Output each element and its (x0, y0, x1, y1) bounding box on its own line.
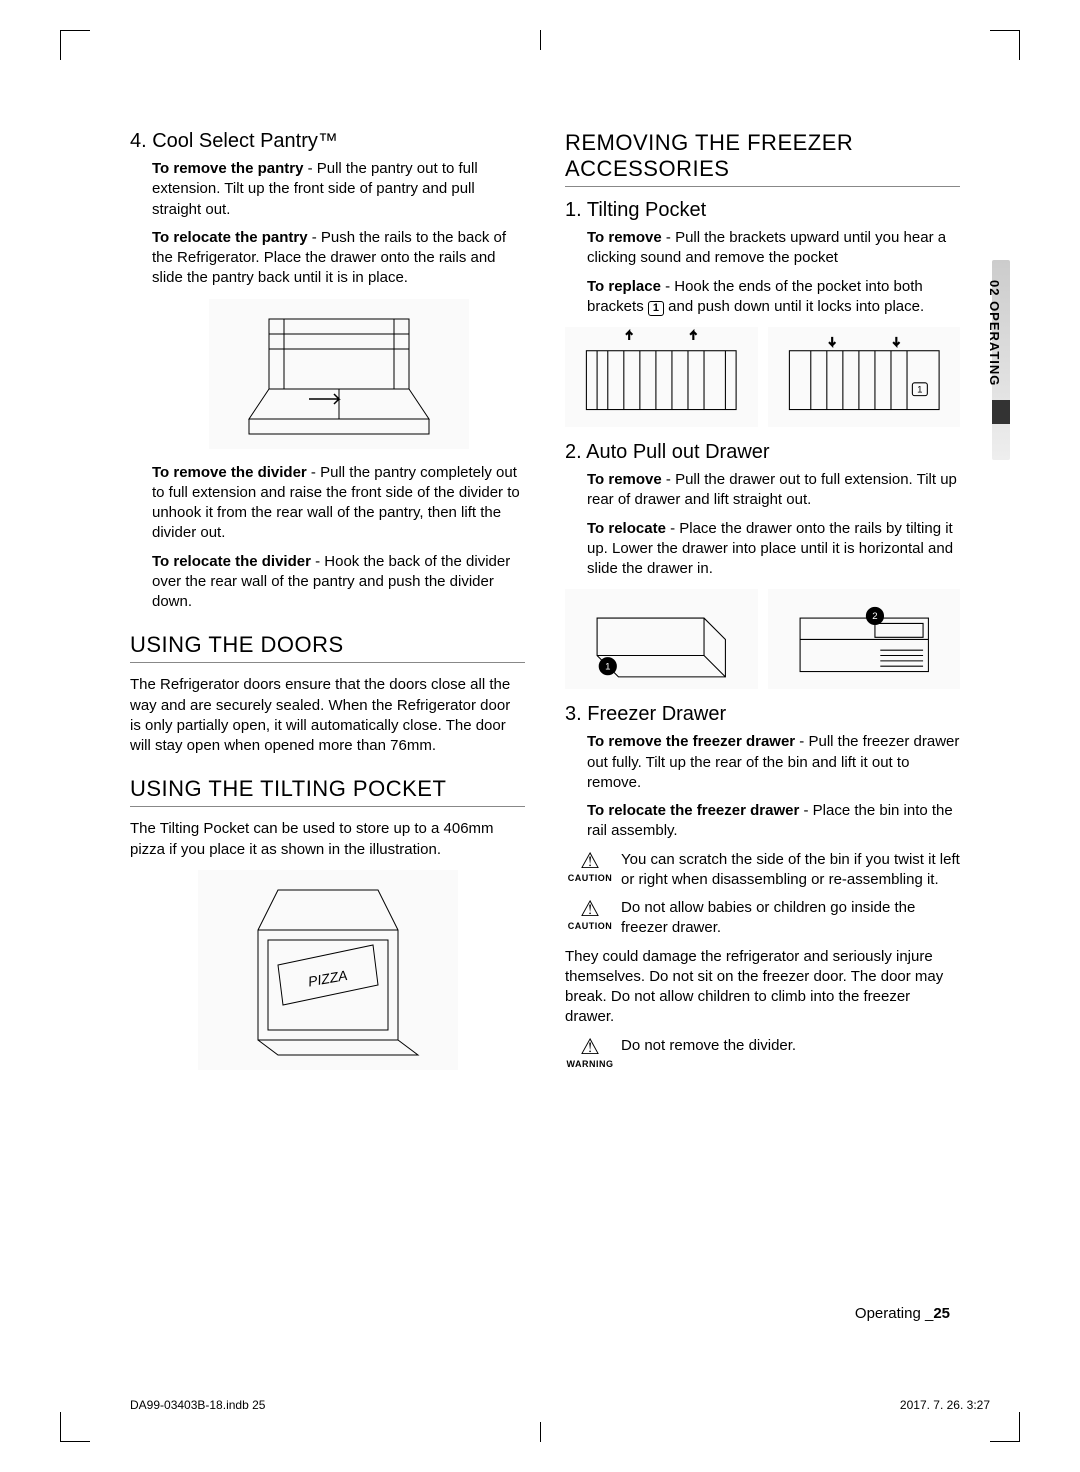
caution-label: CAUTION (565, 872, 615, 884)
para: To relocate the divider - Hook the back … (152, 552, 525, 613)
caution-text: You can scratch the side of the bin if y… (621, 850, 960, 891)
right-column: REMOVING THE FREEZER ACCESSORIES 1. Tilt… (565, 130, 960, 1084)
text: and push down until it locks into place. (664, 298, 924, 315)
print-timestamp: 2017. 7. 26. 3:27 (900, 1398, 990, 1412)
crop-mark (60, 30, 90, 60)
fig-right: 2 (768, 589, 961, 689)
pantry-illustration (209, 299, 469, 449)
side-tab-marker (992, 400, 1010, 424)
section-2-title: 2. Auto Pull out Drawer (565, 441, 960, 464)
para: They could damage the refrigerator and s… (565, 947, 960, 1028)
para: To remove the divider - Pull the pantry … (152, 463, 525, 544)
removing-freezer-heading: REMOVING THE FREEZER ACCESSORIES (565, 130, 960, 187)
section-4-title: 4. Cool Select Pantry™ (130, 130, 525, 153)
crop-mark (990, 1412, 1020, 1442)
para: The Tilting Pocket can be used to store … (130, 819, 525, 860)
svg-text:PIZZA: PIZZA (306, 967, 348, 990)
caution-icon: ⚠CAUTION (565, 898, 615, 939)
bold-label: To remove (587, 229, 662, 246)
section-3-title: 3. Freezer Drawer (565, 703, 960, 726)
fig-left: 1 (565, 589, 758, 689)
fig-right: 1 (768, 327, 961, 427)
para: To replace - Hook the ends of the pocket… (587, 277, 960, 318)
bold-label: To relocate the freezer drawer (587, 802, 799, 819)
bold-label: To remove the divider (152, 464, 307, 481)
left-column: 4. Cool Select Pantry™ To remove the pan… (130, 130, 525, 1084)
svg-text:1: 1 (917, 384, 922, 395)
para: To relocate the freezer drawer - Place t… (587, 801, 960, 842)
para: To remove - Pull the drawer out to full … (587, 470, 960, 511)
section-name: Operating _ (855, 1305, 933, 1322)
svg-text:1: 1 (605, 661, 610, 672)
tilting-pocket-figs: 1 (565, 327, 960, 427)
para: To relocate - Place the drawer onto the … (587, 519, 960, 580)
using-doors-heading: USING THE DOORS (130, 632, 525, 663)
caution-icon: ⚠CAUTION (565, 850, 615, 891)
callout-number: 1 (648, 301, 664, 316)
caution-block: ⚠CAUTION You can scratch the side of the… (565, 850, 960, 891)
warning-icon: ⚠WARNING (565, 1036, 615, 1070)
warning-block: ⚠WARNING Do not remove the divider. (565, 1036, 960, 1070)
bold-label: To relocate (587, 520, 666, 537)
para: To remove the freezer drawer - Pull the … (587, 732, 960, 793)
tilting-pocket-heading: USING THE TILTING POCKET (130, 776, 525, 807)
para: To remove - Pull the brackets upward unt… (587, 228, 960, 269)
bold-label: To replace (587, 278, 661, 295)
fig-left (565, 327, 758, 427)
page-number: 25 (933, 1305, 950, 1322)
warning-text: Do not remove the divider. (621, 1036, 796, 1070)
side-tab-label: 02 OPERATING (987, 280, 1002, 386)
bold-label: To remove the freezer drawer (587, 733, 795, 750)
para: To relocate the pantry - Push the rails … (152, 228, 525, 289)
crop-mark (990, 30, 1020, 60)
svg-text:2: 2 (872, 611, 877, 622)
crop-mark (60, 1412, 90, 1442)
bold-label: To relocate the pantry (152, 229, 308, 246)
caution-label: CAUTION (565, 920, 615, 932)
para: To remove the pantry - Pull the pantry o… (152, 159, 525, 220)
bold-label: To relocate the divider (152, 553, 311, 570)
crop-tick (540, 30, 541, 50)
print-footer: DA99-03403B-18.indb 25 2017. 7. 26. 3:27 (130, 1398, 990, 1412)
bold-label: To remove (587, 471, 662, 488)
bold-label: To remove the pantry (152, 160, 303, 177)
warning-label: WARNING (565, 1058, 615, 1070)
para: The Refrigerator doors ensure that the d… (130, 675, 525, 756)
pizza-illustration: PIZZA (198, 870, 458, 1070)
section-1-title: 1. Tilting Pocket (565, 199, 960, 222)
crop-tick (540, 1422, 541, 1442)
file-id: DA99-03403B-18.indb 25 (130, 1398, 265, 1412)
page-footer: Operating _25 (855, 1305, 950, 1322)
content-columns: 4. Cool Select Pantry™ To remove the pan… (130, 130, 990, 1084)
caution-block: ⚠CAUTION Do not allow babies or children… (565, 898, 960, 939)
drawer-figs: 1 2 (565, 589, 960, 689)
caution-text: Do not allow babies or children go insid… (621, 898, 960, 939)
